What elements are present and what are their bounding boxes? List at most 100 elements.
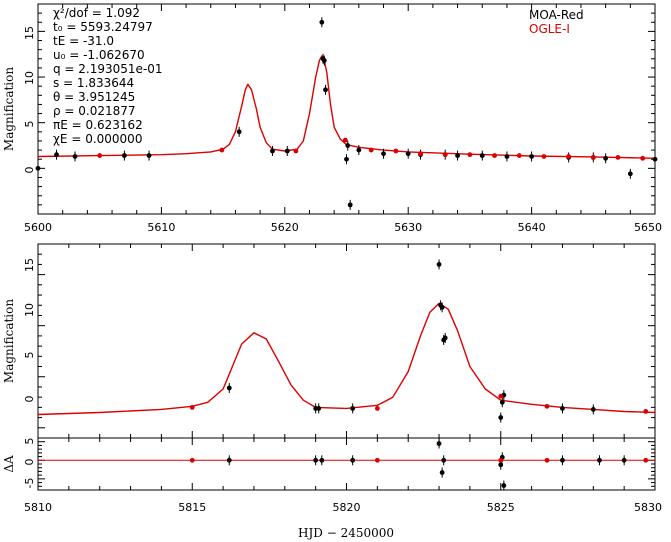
top-y-tick-label: 10 xyxy=(23,71,36,85)
top-x-tick-label: 5610 xyxy=(147,221,175,234)
ogle-point xyxy=(374,457,380,463)
x-axis-label: HJD − 2450000 xyxy=(298,526,394,540)
residual-y-axis-label: ΔA xyxy=(2,455,16,473)
param-piE: πE = 0.623162 xyxy=(53,118,143,132)
top-y-axis-label: Magnification xyxy=(2,67,16,151)
fit-parameters: χ²/dof = 1.092 t₀ = 5593.24797 tE = -31.… xyxy=(53,6,163,146)
moa-point xyxy=(313,457,319,463)
legend-ogle-i: OGLE-I xyxy=(529,22,570,36)
ogle-point xyxy=(342,137,348,143)
moa-point xyxy=(356,147,362,153)
residual-x-tick-label: 5825 xyxy=(487,501,515,514)
moa-point xyxy=(405,151,411,157)
ogle-point xyxy=(219,147,225,153)
ogle-point xyxy=(643,409,649,414)
residual-y-tick-label: 0 xyxy=(23,459,36,466)
ogle-point xyxy=(418,151,423,157)
model-curve xyxy=(37,55,656,159)
top-y-tick-label: 5 xyxy=(23,121,36,128)
model-curves xyxy=(37,55,656,461)
moa-point xyxy=(72,154,78,159)
moa-point xyxy=(603,155,609,161)
ogle-point xyxy=(498,393,504,399)
ogle-point xyxy=(498,457,504,463)
moa-point xyxy=(498,415,504,420)
moa-point xyxy=(319,457,325,463)
bottom-y-tick-labels: 0 5 10 15 xyxy=(23,258,36,403)
residual-x-tick-label: 5830 xyxy=(634,501,662,514)
ogle-point xyxy=(189,404,195,410)
param-tE: tE = -31.0 xyxy=(53,34,114,48)
ogle-point xyxy=(189,457,195,463)
ogle-point xyxy=(544,403,550,409)
moa-point xyxy=(439,304,445,310)
top-x-tick-label: 5630 xyxy=(394,221,422,234)
ogle-point xyxy=(615,154,621,160)
param-q: q = 2.193051e-01 xyxy=(53,62,163,76)
param-chi2: χ²/dof = 1.092 xyxy=(53,6,140,20)
moa-point xyxy=(316,405,322,411)
top-y-tick-label: 15 xyxy=(23,26,36,40)
ogle-point xyxy=(293,148,299,154)
ogle-point xyxy=(516,153,522,158)
moa-point xyxy=(627,171,633,177)
moa-point xyxy=(436,441,442,446)
bottom-y-tick-label: 0 xyxy=(23,396,36,403)
moa-point xyxy=(529,154,534,159)
moa-point xyxy=(323,87,328,93)
bottom-y-axis-label: Magnification xyxy=(2,299,16,383)
param-t0: t₀ = 5593.24797 xyxy=(53,20,153,34)
residual-x-tick-labels: 5810 5815 5820 5825 5830 xyxy=(24,501,662,514)
top-y-tick-label: 0 xyxy=(23,167,36,174)
moa-point xyxy=(344,156,349,162)
param-chiE: χE = 0.000000 xyxy=(53,132,142,146)
moa-point xyxy=(146,153,152,158)
legend: MOA-Red OGLE-I xyxy=(529,8,584,36)
moa-point xyxy=(350,457,356,463)
moa-point xyxy=(321,58,327,64)
residual-x-tick-label: 5820 xyxy=(333,501,361,514)
bottom-y-tick-label: 15 xyxy=(23,258,36,272)
param-u0: u₀ = -1.062670 xyxy=(53,48,145,62)
ogle-point xyxy=(643,457,649,463)
moa-point xyxy=(439,470,445,475)
param-s: s = 1.833644 xyxy=(53,76,134,90)
moa-point xyxy=(560,457,565,463)
moa-point xyxy=(498,462,504,468)
moa-point xyxy=(35,165,41,171)
ogle-point xyxy=(541,154,547,159)
moa-point xyxy=(284,148,290,154)
moa-point xyxy=(621,457,627,463)
residual-x-tick-label: 5810 xyxy=(24,501,52,514)
moa-point xyxy=(442,335,448,341)
ogle-point xyxy=(544,457,550,463)
moa-point xyxy=(226,457,232,463)
top-panel-frame xyxy=(37,3,656,215)
top-x-tick-labels: 5600 5610 5620 5630 5640 5650 xyxy=(24,221,662,234)
model-curve xyxy=(37,302,656,416)
moa-point xyxy=(236,129,242,135)
ogle-point xyxy=(492,153,497,158)
residual-y-tick-labels: 5 0 -5 xyxy=(23,438,36,489)
ogle-point xyxy=(374,405,380,411)
moa-point xyxy=(479,153,485,158)
moa-point xyxy=(345,143,351,148)
legend-moa-red: MOA-Red xyxy=(529,8,584,22)
top-y-tick-labels: 0 5 10 15 xyxy=(23,26,36,174)
moa-point xyxy=(226,385,232,391)
moa-point xyxy=(441,457,447,463)
ogle-point xyxy=(368,147,374,153)
ogle-point xyxy=(566,154,572,159)
moa-point xyxy=(381,151,386,157)
top-x-tick-label: 5640 xyxy=(518,221,546,234)
moa-point xyxy=(436,262,442,267)
moa-point xyxy=(499,399,505,405)
ogle-point xyxy=(467,152,473,158)
data-points xyxy=(35,17,658,491)
axis-ticks xyxy=(37,3,656,491)
bottom-y-tick-label: 5 xyxy=(23,352,36,359)
residual-y-tick-label: 5 xyxy=(23,438,36,445)
moa-point xyxy=(347,202,353,208)
top-x-tick-label: 5650 xyxy=(634,221,662,234)
